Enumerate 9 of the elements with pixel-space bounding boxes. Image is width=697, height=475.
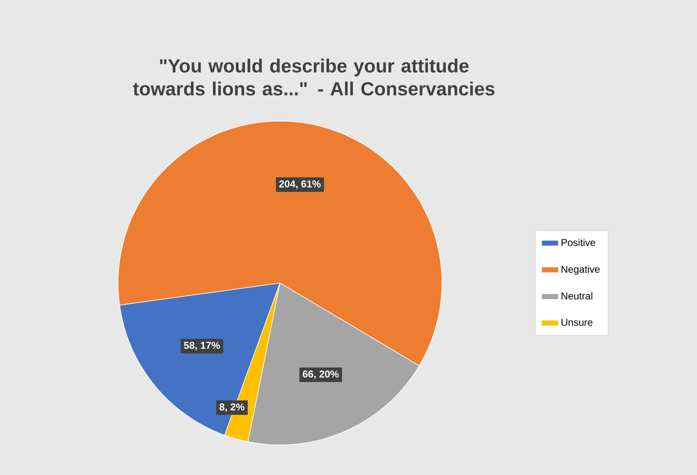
chart-title: "You would describe your attitude towards lions as..." - All Conservancies [133, 58, 494, 96]
data-label: 66, 20% [302, 370, 339, 380]
data-label: 204, 61% [279, 180, 321, 189]
data-label: 8, 2% [220, 403, 244, 412]
legend-label: Unsure [562, 318, 592, 326]
legend-label: Negative [562, 265, 600, 275]
data-label: 58, 17% [184, 342, 220, 350]
legend-label: Neutral [562, 292, 592, 300]
legend-label: Positive [562, 238, 596, 246]
